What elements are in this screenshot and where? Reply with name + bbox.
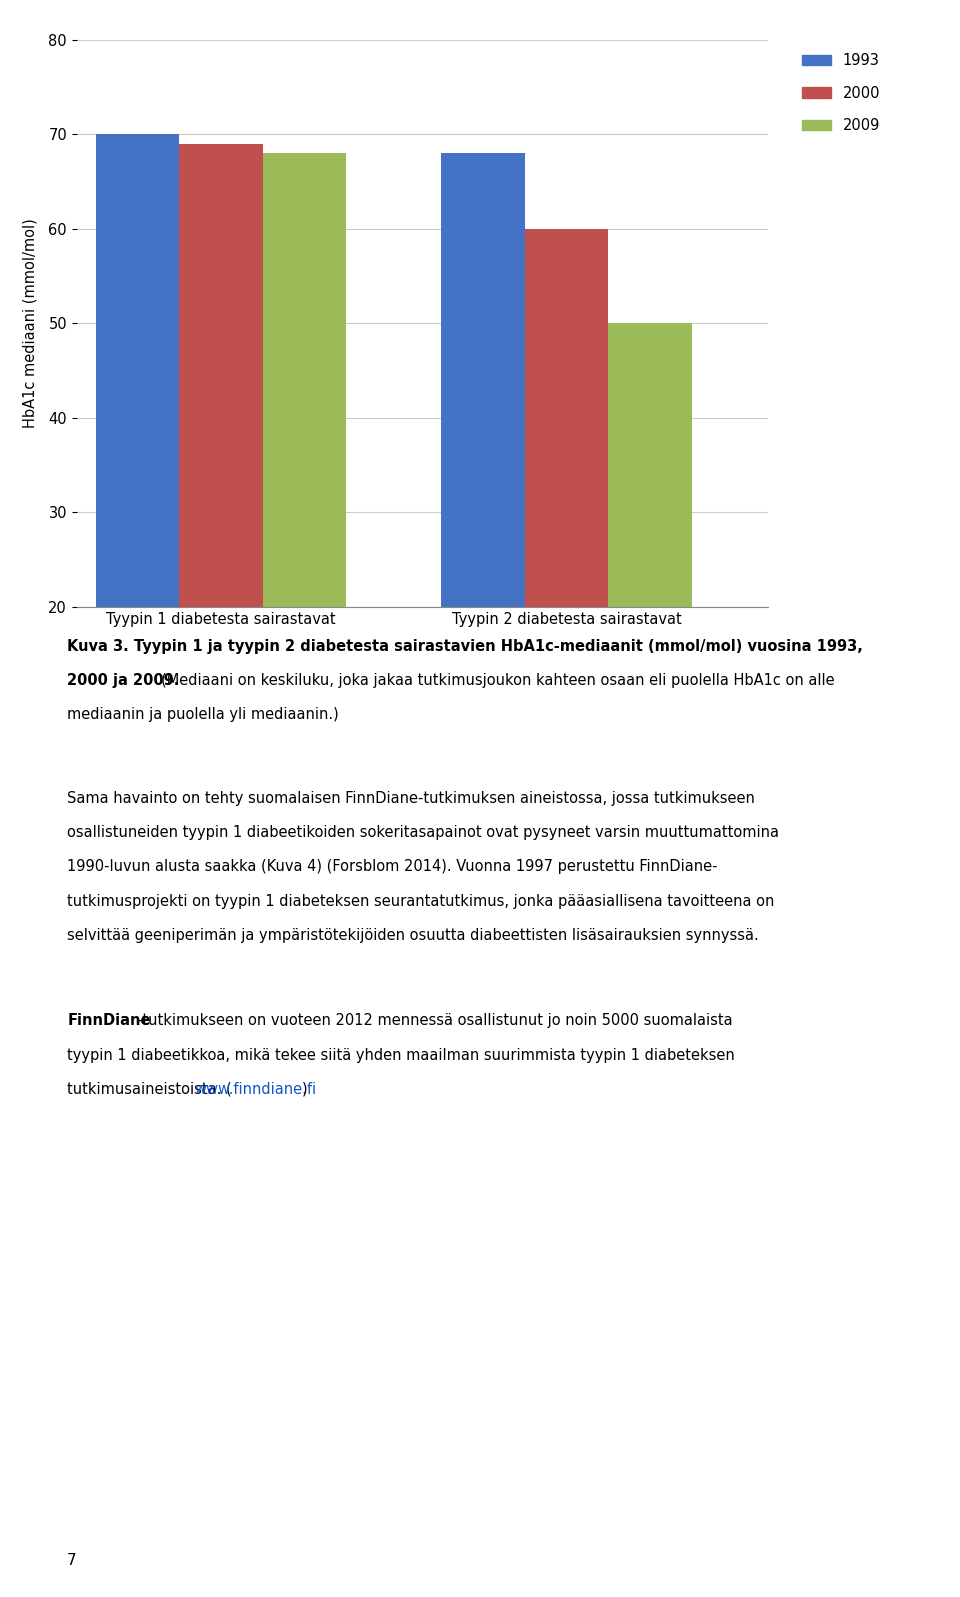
Bar xyxy=(96,134,180,795)
Text: 1990-luvun alusta saakka (Kuva 4) (Forsblom 2014). Vuonna 1997 perustettu FinnDi: 1990-luvun alusta saakka (Kuva 4) (Forsb… xyxy=(67,859,718,874)
Text: (Mediaani on keskiluku, joka jakaa tutkimusjoukon kahteen osaan eli puolella HbA: (Mediaani on keskiluku, joka jakaa tutki… xyxy=(161,674,835,688)
Bar xyxy=(609,323,692,795)
Text: Kuva 3. Tyypin 1 ja tyypin 2 diabetesta sairastavien HbA1c-mediaanit (mmol/mol) : Kuva 3. Tyypin 1 ja tyypin 2 diabetesta … xyxy=(67,639,863,653)
Text: osallistuneiden tyypin 1 diabeetikoiden sokeritasapainot ovat pysyneet varsin mu: osallistuneiden tyypin 1 diabeetikoiden … xyxy=(67,824,780,840)
Text: -tutkimukseen on vuoteen 2012 mennessä osallistunut jo noin 5000 suomalaista: -tutkimukseen on vuoteen 2012 mennessä o… xyxy=(137,1012,732,1028)
Text: Sama havainto on tehty suomalaisen FinnDiane-tutkimuksen aineistossa, jossa tutk: Sama havainto on tehty suomalaisen FinnD… xyxy=(67,791,756,805)
Bar xyxy=(263,153,347,795)
Text: www.finndiane.fi: www.finndiane.fi xyxy=(195,1083,317,1097)
Text: mediaanin ja puolella yli mediaanin.): mediaanin ja puolella yli mediaanin.) xyxy=(67,707,339,722)
Bar xyxy=(180,144,263,795)
Bar xyxy=(442,153,525,795)
Text: tutkimusaineistoista. (: tutkimusaineistoista. ( xyxy=(67,1083,232,1097)
Text: FinnDiane: FinnDiane xyxy=(67,1012,151,1028)
Text: selvittää geeniperimän ja ympäristötekijöiden osuutta diabeettisten lisäsairauks: selvittää geeniperimän ja ympäristötekij… xyxy=(67,928,759,942)
Legend: 1993, 2000, 2009: 1993, 2000, 2009 xyxy=(796,48,886,139)
Text: 7: 7 xyxy=(67,1554,77,1568)
Y-axis label: HbA1c mediaani (mmol/mol): HbA1c mediaani (mmol/mol) xyxy=(22,219,37,428)
Bar xyxy=(525,228,609,795)
Text: tutkimusprojekti on tyypin 1 diabeteksen seurantatutkimus, jonka pääasiallisena : tutkimusprojekti on tyypin 1 diabeteksen… xyxy=(67,894,775,909)
Text: ): ) xyxy=(301,1083,307,1097)
Text: 2000 ja 2009.: 2000 ja 2009. xyxy=(67,674,180,688)
Text: tyypin 1 diabeetikkoa, mikä tekee siitä yhden maailman suurimmista tyypin 1 diab: tyypin 1 diabeetikkoa, mikä tekee siitä … xyxy=(67,1048,735,1062)
